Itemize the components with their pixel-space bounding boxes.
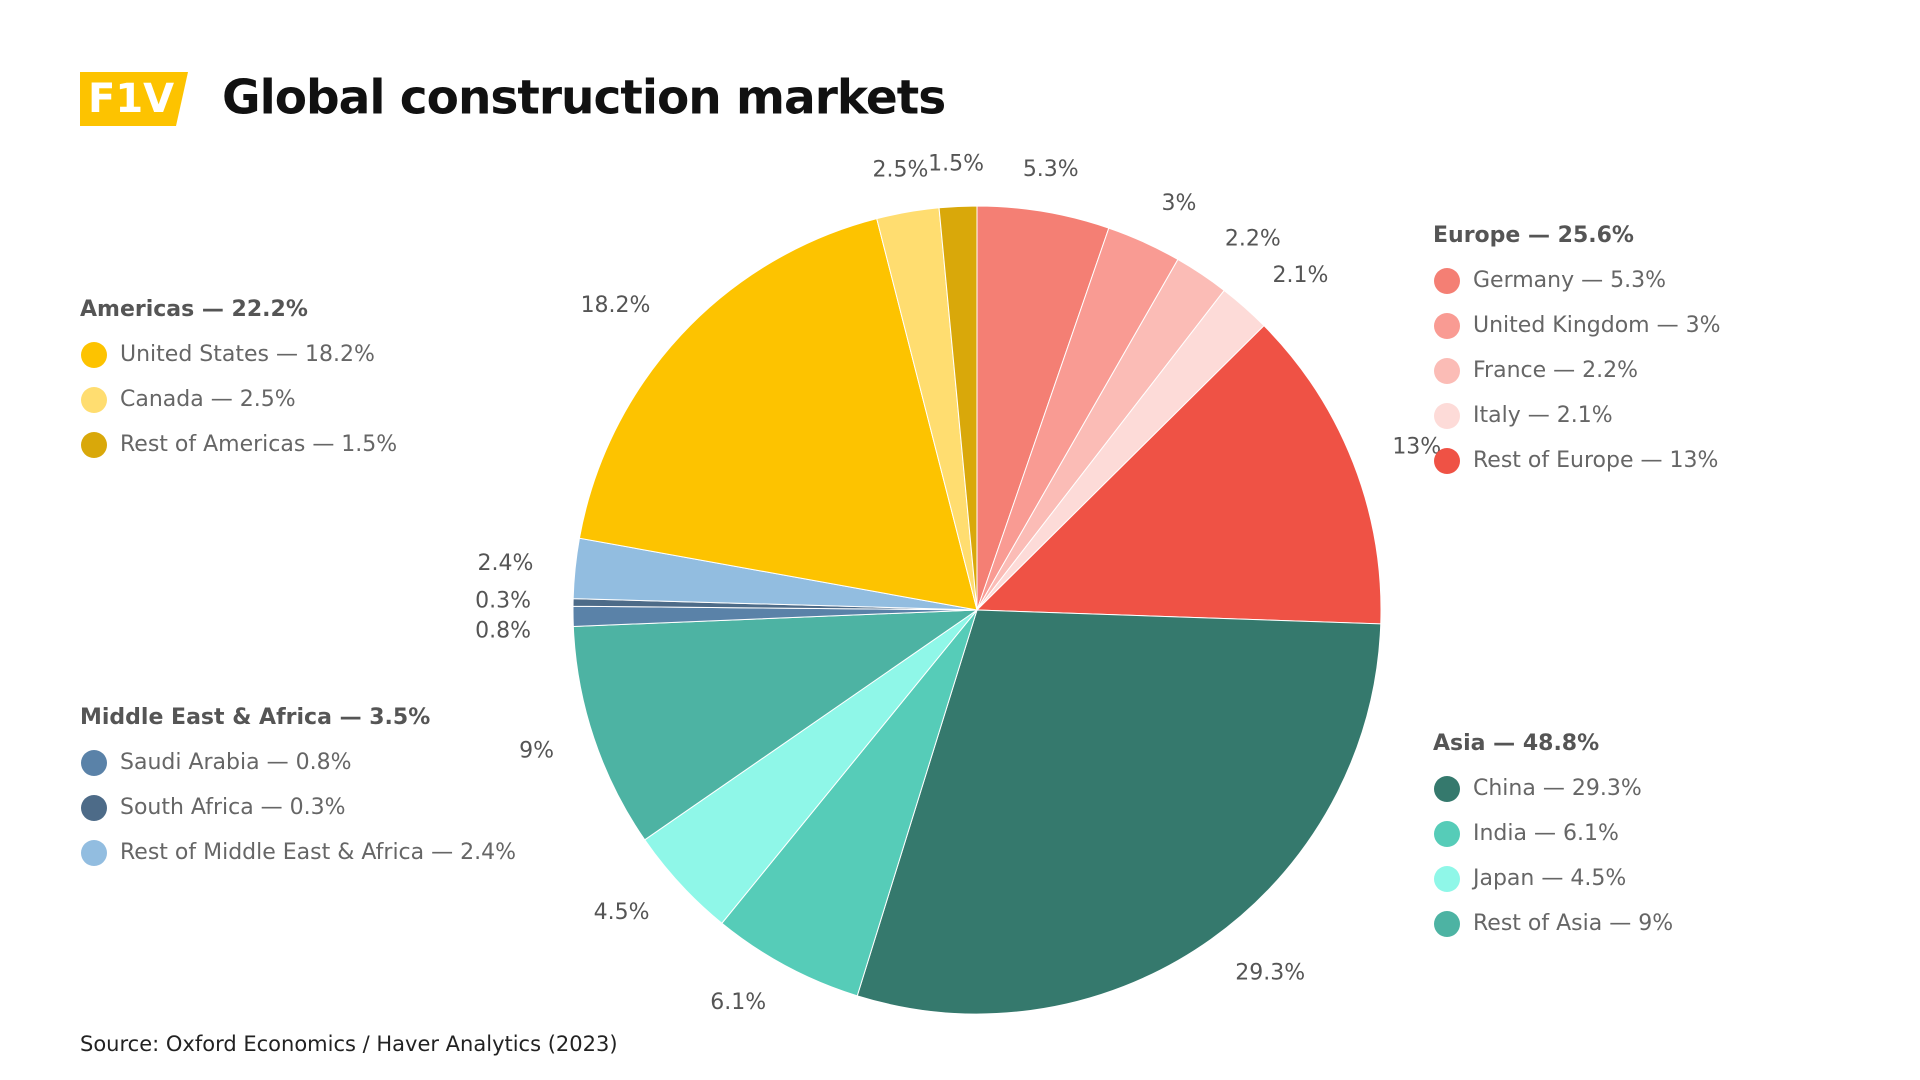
value-label: 6.1% — [710, 990, 766, 1015]
legend-swatch — [1434, 911, 1460, 937]
legend-group-title: Asia — 48.8% — [1433, 731, 1599, 756]
legend-swatch — [81, 387, 107, 413]
legend-label: Canada — 2.5% — [120, 387, 296, 412]
legend-label: South Africa — 0.3% — [120, 795, 346, 820]
legend-group-title: Americas — 22.2% — [80, 297, 308, 322]
legend-swatch — [1434, 403, 1460, 429]
value-label: 0.3% — [475, 589, 531, 614]
legend-label: Saudi Arabia — 0.8% — [120, 750, 351, 775]
value-label: 13% — [1392, 434, 1441, 459]
legend-label: Italy — 2.1% — [1473, 403, 1613, 428]
legend-label: United States — 18.2% — [120, 342, 375, 367]
legend-label: Rest of Middle East & Africa — 2.4% — [120, 840, 516, 865]
legend-label: India — 6.1% — [1473, 821, 1619, 846]
pie-slice — [938, 205, 978, 611]
legend-label: Rest of Europe — 13% — [1473, 448, 1718, 473]
value-label: 18.2% — [581, 293, 651, 318]
legend-swatch — [81, 432, 107, 458]
legend-swatch — [81, 342, 107, 368]
legend-label: Japan — 4.5% — [1471, 866, 1626, 891]
legend-swatch — [81, 795, 107, 821]
logo: F1V — [88, 76, 174, 122]
pie-slice — [721, 609, 978, 997]
legend-label: Rest of Americas — 1.5% — [120, 432, 397, 457]
legend-swatch — [81, 840, 107, 866]
legend-swatch — [1434, 866, 1460, 892]
value-label: 3% — [1161, 191, 1196, 216]
value-label: 1.5% — [928, 151, 984, 176]
chart-title: Global construction markets — [222, 71, 945, 126]
legend-swatch — [1434, 313, 1460, 339]
value-label: 2.5% — [873, 158, 929, 183]
pie-slice — [572, 609, 979, 841]
pie-slice — [856, 609, 1382, 1015]
logo-badge — [80, 72, 188, 126]
value-label: 9% — [519, 739, 554, 764]
legend-swatch — [1434, 776, 1460, 802]
legend-swatch — [1434, 448, 1460, 474]
legend-swatch — [1434, 268, 1460, 294]
source: Source: Oxford Economics / Haver Analyti… — [80, 1032, 618, 1056]
value-label: 29.3% — [1235, 961, 1305, 986]
legend-swatch — [1434, 358, 1460, 384]
value-label: 2.1% — [1273, 263, 1329, 288]
legend-label: China — 29.3% — [1473, 776, 1642, 801]
pie-slice — [578, 218, 978, 611]
legend-label: United Kingdom — 3% — [1473, 313, 1720, 338]
pie-slice — [976, 205, 1110, 611]
pie-slice — [975, 324, 1382, 625]
legend-group-title: Middle East & Africa — 3.5% — [80, 705, 430, 730]
legend-swatch — [81, 750, 107, 776]
value-label: 5.3% — [1023, 157, 1079, 182]
legend-label: France — 2.2% — [1473, 358, 1638, 383]
legend-label: Germany — 5.3% — [1473, 268, 1666, 293]
value-label: 4.5% — [594, 900, 650, 925]
legend-label: Rest of Asia — 9% — [1473, 911, 1673, 936]
legend-group-title: Europe — 25.6% — [1433, 223, 1634, 248]
value-label: 2.2% — [1225, 226, 1281, 251]
legend-swatch — [1434, 821, 1460, 847]
value-label: 2.4% — [477, 551, 533, 576]
value-label: 0.8% — [475, 619, 531, 644]
